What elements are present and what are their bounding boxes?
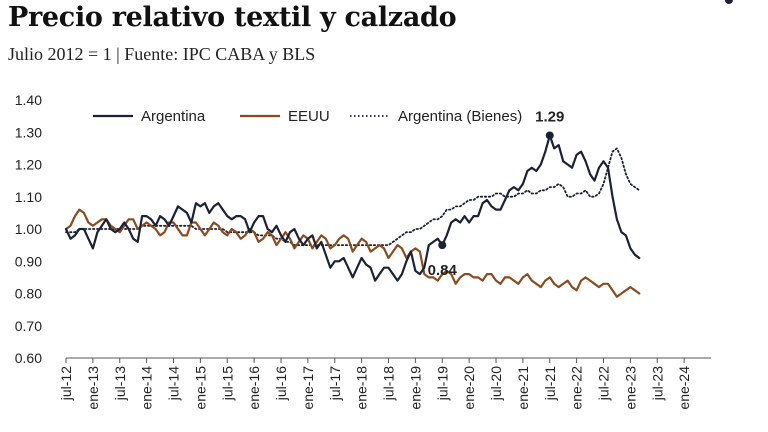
chart-legend: Argentina EEUU Argentina (Bienes) bbox=[93, 108, 522, 125]
legend-label: EEUU bbox=[288, 108, 330, 125]
x-tick-label: ene-16 bbox=[246, 366, 262, 410]
annotation-layer: 1.29 0.84 0.91 bbox=[428, 0, 768, 279]
x-tick-label: jul-18 bbox=[381, 366, 397, 401]
x-tick-label: ene-19 bbox=[407, 366, 423, 410]
y-tick-label: 0.70 bbox=[15, 318, 42, 334]
annotation-marker bbox=[438, 241, 447, 250]
x-tick-label: jul-22 bbox=[596, 366, 612, 401]
x-tick-label: ene-14 bbox=[139, 366, 155, 410]
y-axis: 0.60 0.70 0.80 0.90 1.00 1.10 1.20 1.30 1.40 bbox=[15, 92, 42, 366]
legend-label: Argentina bbox=[141, 108, 206, 125]
y-tick-label: 1.30 bbox=[15, 124, 42, 140]
series-line-eeuu bbox=[64, 208, 641, 298]
y-tick-label: 1.00 bbox=[15, 221, 42, 237]
x-tick-label: ene-18 bbox=[354, 366, 370, 410]
y-tick-label: 1.10 bbox=[15, 189, 42, 205]
x-tick-label: ene-13 bbox=[85, 366, 101, 410]
x-tick-label: ene-20 bbox=[461, 366, 477, 410]
legend-label: Argentina (Bienes) bbox=[398, 108, 522, 125]
x-tick-label: jul-16 bbox=[273, 366, 289, 401]
x-axis: jul-12 ene-13 jul-13 ene-14 jul-14 ene-15 jul-… bbox=[58, 357, 711, 410]
x-tick-label: jul-21 bbox=[542, 366, 558, 401]
x-tick-label: ene-23 bbox=[622, 366, 638, 410]
y-tick-label: 1.20 bbox=[15, 157, 42, 173]
x-tick-label: jul-20 bbox=[488, 366, 504, 401]
chart-subtitle: Julio 2012 = 1 | Fuente: IPC CABA y BLS bbox=[8, 44, 316, 64]
y-tick-label: 0.80 bbox=[15, 286, 42, 302]
annotation-label: 1.29 bbox=[535, 108, 564, 125]
x-tick-label: jul-17 bbox=[327, 366, 343, 401]
x-tick-label: jul-12 bbox=[58, 366, 74, 401]
x-tick-label: ene-22 bbox=[569, 366, 585, 410]
x-tick-label: jul-14 bbox=[166, 366, 182, 401]
y-tick-label: 1.40 bbox=[15, 92, 42, 108]
series-line-argentina-bienes bbox=[65, 147, 641, 247]
y-tick-label: 0.90 bbox=[15, 253, 42, 269]
x-tick-label: jul-23 bbox=[649, 366, 665, 401]
annotation-label: 0.91 bbox=[741, 0, 768, 4]
x-tick-label: ene-17 bbox=[300, 366, 316, 410]
annotation-marker bbox=[724, 0, 733, 4]
annotation-marker bbox=[545, 131, 554, 140]
x-tick-label: jul-15 bbox=[219, 366, 235, 401]
x-tick-label: ene-24 bbox=[676, 366, 692, 410]
series-line-argentina bbox=[64, 134, 641, 282]
x-tick-label: jul-19 bbox=[434, 366, 450, 401]
x-tick-label: ene-15 bbox=[192, 366, 208, 410]
annotation-label: 0.84 bbox=[428, 262, 458, 279]
chart-title: Precio relativo textil y calzado bbox=[8, 2, 457, 33]
x-tick-label: ene-21 bbox=[515, 366, 531, 410]
y-tick-label: 0.60 bbox=[15, 350, 42, 366]
x-tick-label: jul-13 bbox=[112, 366, 128, 401]
series-layer bbox=[64, 134, 641, 298]
